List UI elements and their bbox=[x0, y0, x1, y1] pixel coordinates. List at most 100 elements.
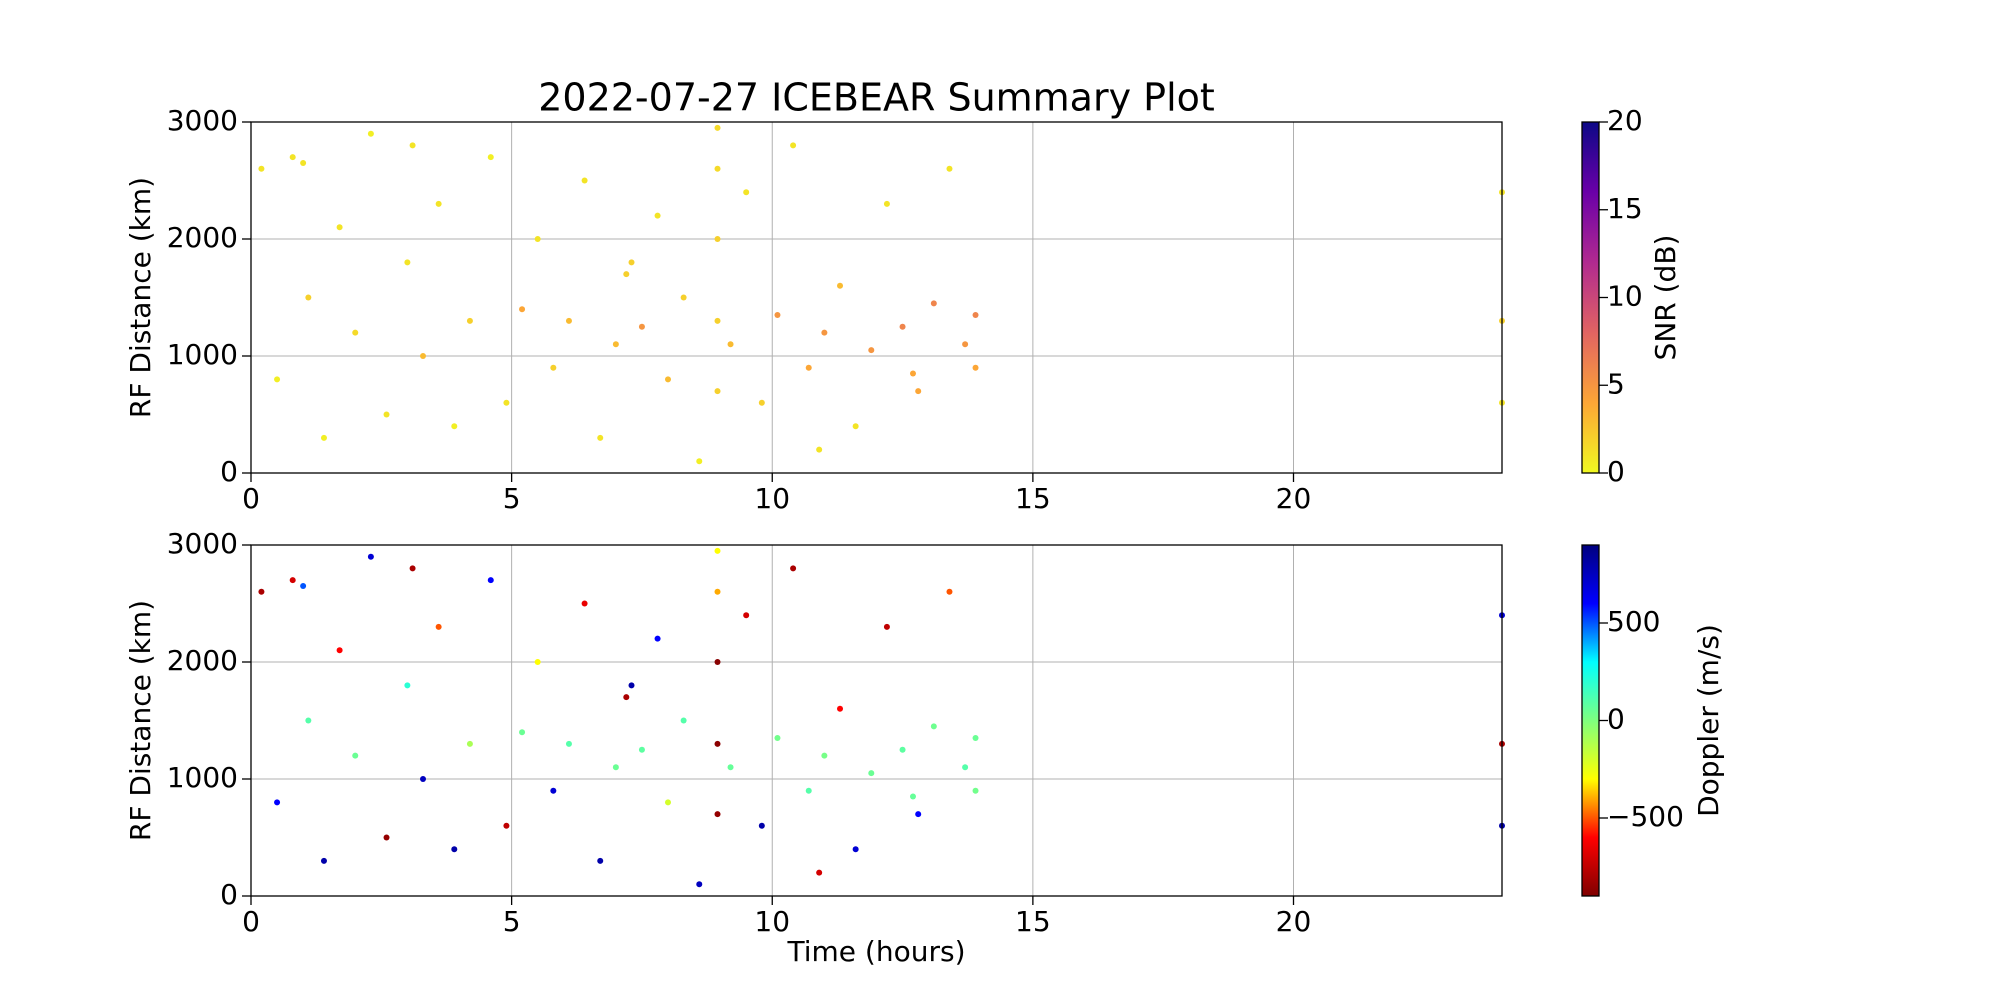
point bbox=[289, 154, 296, 161]
point bbox=[816, 869, 823, 876]
colorbar bbox=[1581, 121, 1600, 474]
colorbar-tick-label: 10 bbox=[1607, 280, 1643, 313]
point bbox=[909, 793, 916, 800]
point bbox=[654, 212, 661, 219]
point bbox=[383, 834, 390, 841]
point bbox=[597, 857, 604, 864]
point bbox=[336, 647, 343, 654]
point bbox=[638, 323, 645, 330]
point bbox=[258, 165, 265, 172]
colorbar-label: SNR (dB) bbox=[1649, 235, 1682, 361]
point bbox=[930, 723, 937, 730]
point bbox=[946, 588, 953, 595]
point bbox=[743, 189, 750, 196]
axes-frame bbox=[250, 544, 1503, 897]
point bbox=[435, 623, 442, 630]
point bbox=[714, 317, 721, 324]
point bbox=[714, 124, 721, 131]
point bbox=[305, 294, 312, 301]
point bbox=[289, 577, 296, 584]
point bbox=[383, 411, 390, 418]
points bbox=[258, 547, 1505, 888]
point bbox=[367, 553, 374, 560]
point bbox=[680, 717, 687, 724]
point bbox=[758, 399, 765, 406]
point bbox=[930, 300, 937, 307]
point bbox=[612, 764, 619, 771]
point bbox=[466, 317, 473, 324]
point bbox=[597, 434, 604, 441]
point bbox=[274, 376, 281, 383]
point bbox=[837, 705, 844, 712]
point bbox=[774, 312, 781, 319]
point bbox=[696, 881, 703, 888]
point bbox=[367, 130, 374, 137]
point bbox=[352, 329, 359, 336]
colorbar-tick-label: −500 bbox=[1607, 800, 1684, 833]
colorbar-tick-label: 0 bbox=[1607, 703, 1625, 736]
point bbox=[503, 822, 510, 829]
point bbox=[534, 236, 541, 242]
x-tick-label: 0 bbox=[242, 482, 260, 515]
chart-title: 2022-07-27 ICEBEAR Summary Plot bbox=[538, 76, 1215, 120]
point bbox=[352, 752, 359, 759]
point bbox=[519, 729, 526, 736]
point bbox=[305, 717, 312, 724]
point bbox=[883, 623, 890, 630]
point bbox=[665, 799, 671, 806]
point bbox=[565, 317, 572, 324]
point bbox=[451, 423, 458, 430]
point bbox=[899, 323, 906, 330]
y-tick-label: 1000 bbox=[167, 338, 238, 371]
point bbox=[487, 577, 494, 584]
point bbox=[915, 388, 922, 395]
points bbox=[258, 124, 1505, 465]
y-axis-label: RF Distance (km) bbox=[124, 600, 157, 841]
colorbar-tick-label: 15 bbox=[1607, 192, 1643, 225]
x-tick-label: 20 bbox=[1276, 482, 1312, 515]
point bbox=[714, 165, 721, 172]
point bbox=[628, 682, 635, 689]
axes-frame bbox=[250, 121, 1503, 474]
point bbox=[774, 735, 781, 742]
point bbox=[714, 659, 721, 665]
x-axis-label: Time (hours) bbox=[787, 935, 966, 968]
y-tick-label: 2000 bbox=[167, 644, 238, 677]
y-tick-label: 0 bbox=[220, 878, 238, 911]
point bbox=[336, 224, 343, 231]
point bbox=[972, 787, 979, 794]
point bbox=[790, 565, 797, 572]
y-tick-label: 3000 bbox=[167, 527, 238, 560]
point bbox=[909, 370, 916, 377]
y-axis-label: RF Distance (km) bbox=[124, 177, 157, 418]
point bbox=[404, 682, 411, 689]
point bbox=[300, 159, 307, 166]
x-tick-label: 20 bbox=[1276, 905, 1312, 938]
point bbox=[852, 423, 859, 430]
point bbox=[714, 388, 721, 395]
point bbox=[714, 236, 721, 242]
point bbox=[274, 799, 281, 806]
point bbox=[435, 200, 442, 207]
point bbox=[962, 764, 969, 771]
point bbox=[946, 165, 953, 172]
y-tick-label: 0 bbox=[220, 455, 238, 488]
point bbox=[623, 271, 630, 278]
y-tick-label: 1000 bbox=[167, 761, 238, 794]
point bbox=[714, 588, 721, 595]
point bbox=[852, 846, 859, 853]
point bbox=[565, 740, 572, 747]
x-tick-label: 5 bbox=[503, 482, 521, 515]
point bbox=[899, 746, 906, 753]
point bbox=[503, 399, 510, 406]
y-tick-label: 3000 bbox=[167, 104, 238, 137]
point bbox=[409, 142, 416, 149]
x-tick-label: 15 bbox=[1015, 905, 1051, 938]
point bbox=[451, 846, 458, 853]
point bbox=[972, 364, 979, 371]
point bbox=[404, 259, 411, 266]
point bbox=[534, 659, 541, 665]
point bbox=[758, 822, 765, 829]
point bbox=[868, 347, 875, 354]
